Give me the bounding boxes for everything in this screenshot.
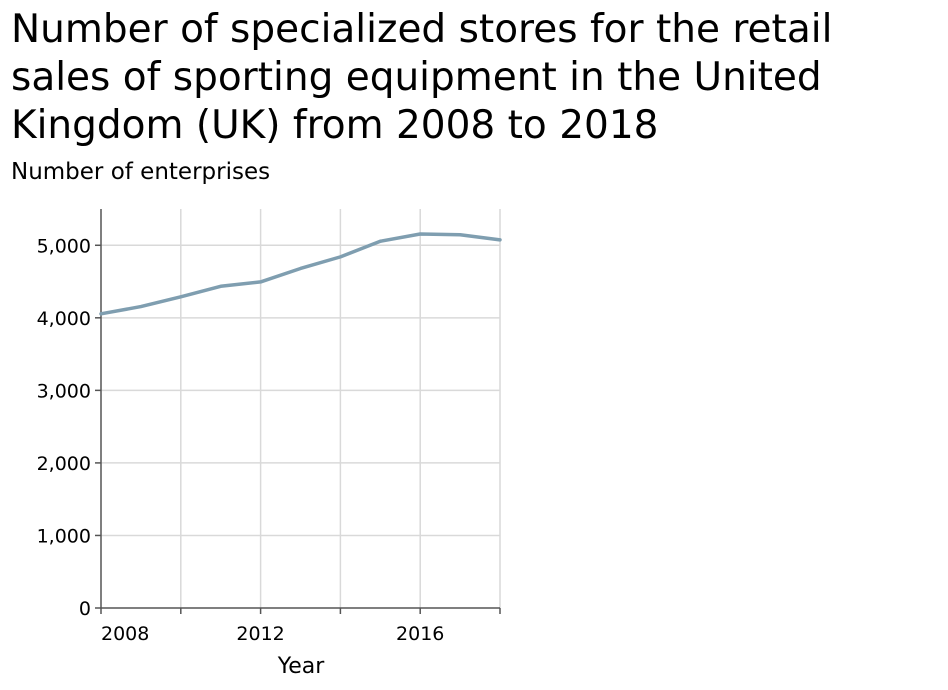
y-tick-label: 1,000	[37, 525, 91, 547]
y-tick-label: 3,000	[37, 380, 91, 402]
x-tick-label: 2012	[236, 623, 284, 645]
x-tick-label: 2008	[101, 623, 149, 645]
grid	[101, 209, 501, 608]
tick-labels: 0 1,000 2,000 3,000 4,000 5,000 2008 2012 2016	[37, 235, 445, 645]
chart-title: Number of specialized stores for the ret…	[11, 7, 833, 148]
y-axis-label: Number of enterprises	[11, 159, 271, 185]
x-tick-label: 2016	[396, 623, 444, 645]
series	[99, 232, 502, 316]
y-tick-label: 5,000	[37, 235, 91, 257]
axes	[95, 209, 501, 614]
y-tick-label: 4,000	[37, 308, 91, 330]
y-tick-label: 2,000	[37, 453, 91, 475]
x-axis-label: Year	[277, 654, 326, 679]
series-line-0	[99, 232, 502, 316]
y-tick-label: 0	[79, 598, 91, 620]
